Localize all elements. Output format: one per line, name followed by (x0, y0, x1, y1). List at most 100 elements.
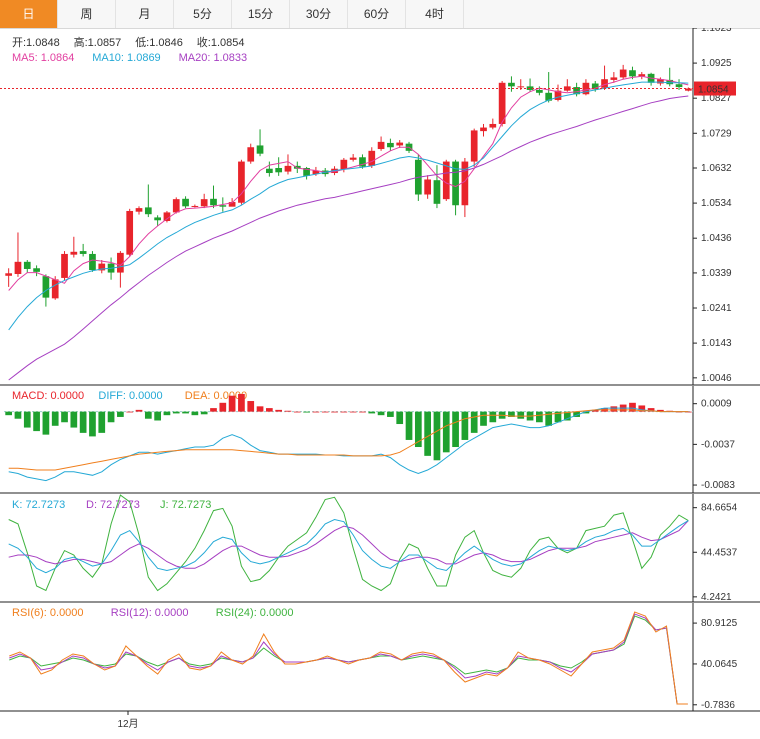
current-price-badge (694, 81, 736, 96)
macd-bar-69 (647, 408, 655, 412)
price-ma-legend-0: MA5: 1.0864 (12, 52, 74, 64)
rsi-legend-0: RSI(6): 0.0000 (12, 607, 84, 619)
candle-body-60 (563, 86, 571, 91)
candle-body-23 (219, 205, 227, 207)
macd-bar-49 (461, 411, 469, 440)
macd-bar-68 (638, 405, 646, 412)
candle-body-14 (135, 208, 143, 212)
price-tick-label-4: 1.0632 (701, 163, 732, 174)
kline-chart[interactable]: 开:1.0848 高:1.0857 低:1.0846 收:1.0854 MA5: 1.0… (0, 28, 760, 739)
kdj-legend-1: D: 72.7273 (86, 499, 140, 511)
candle-body-58 (545, 92, 553, 101)
macd-bar-19 (182, 411, 189, 414)
macd-bar-8 (79, 411, 87, 433)
macd-bar-31 (293, 411, 301, 413)
macd-bar-57 (536, 411, 543, 423)
tab-30min[interactable]: 30分 (290, 0, 348, 28)
tab-week[interactable]: 周 (58, 0, 116, 28)
candle-body-12 (117, 252, 124, 273)
candle-body-41 (387, 142, 394, 148)
price-tick-label-1: 1.0925 (701, 58, 732, 69)
kdj-legend-0: K: 72.7273 (12, 499, 65, 511)
price-ohlc-legend-3: 收:1.0854 (197, 35, 245, 49)
macd-bar-67 (629, 402, 636, 412)
tab-60min[interactable]: 60分 (348, 0, 406, 28)
kdj-k-line (8, 518, 689, 574)
candle-body-47 (442, 161, 450, 200)
price-tick-label-2: 1.0827 (701, 93, 732, 104)
macd-bar-50 (470, 411, 478, 433)
macd-bar-40 (377, 411, 385, 416)
price-tick-label-9: 1.0143 (701, 338, 732, 349)
candle-body-1 (14, 261, 22, 274)
macd-bar-3 (33, 411, 40, 432)
kdj-legend-2: J: 72.7273 (160, 499, 211, 511)
tab-5min[interactable]: 5分 (174, 0, 232, 28)
macd-bar-61 (573, 411, 580, 417)
macd-bar-14 (135, 409, 143, 412)
macd-tick-label-0: 0.0009 (701, 399, 732, 410)
candle-body-61 (573, 87, 580, 95)
macd-bar-11 (107, 411, 115, 423)
candle-body-32 (303, 168, 310, 176)
candle-body-70 (657, 79, 664, 84)
x-label-dec: 12月 (117, 718, 138, 730)
candle-body-21 (200, 199, 208, 207)
tab-month[interactable]: 月 (116, 0, 174, 28)
rsi12-line (9, 613, 688, 705)
candle-body-6 (61, 253, 68, 278)
macd-bar-38 (359, 411, 366, 413)
candle-body-53 (498, 82, 506, 124)
candle-body-72 (675, 84, 683, 88)
candle-body-17 (163, 212, 171, 222)
candle-body-65 (610, 77, 618, 80)
candle-body-67 (629, 70, 636, 77)
macd-bar-7 (70, 411, 78, 428)
macd-bar-35 (331, 411, 338, 413)
macd-bar-9 (89, 411, 96, 437)
price-tick-label-10: 1.0046 (701, 373, 732, 384)
macd-bar-65 (610, 406, 618, 412)
macd-bar-58 (545, 411, 553, 426)
macd-bar-15 (144, 411, 152, 419)
candle-body-7 (70, 251, 78, 255)
candle-body-24 (228, 202, 236, 207)
macd-bar-51 (480, 411, 487, 426)
ma10-line (8, 81, 689, 331)
candle-body-45 (424, 179, 431, 195)
candle-body-46 (433, 180, 441, 204)
macd-bar-20 (191, 411, 199, 416)
rsi-legend-1: RSI(12): 0.0000 (111, 607, 189, 619)
candle-body-26 (247, 147, 255, 162)
price-ma-legend-2: MA20: 1.0833 (179, 52, 248, 64)
macd-bar-30 (284, 410, 292, 412)
tab-4hour[interactable]: 4时 (406, 0, 464, 28)
candle-body-13 (126, 210, 134, 255)
kdj-tick-label-0: 84.6654 (701, 503, 738, 514)
candle-body-68 (638, 74, 646, 77)
candle-body-10 (98, 263, 106, 271)
ma20-line (8, 95, 689, 381)
candle-body-59 (554, 90, 562, 100)
macd-bar-52 (489, 411, 497, 423)
candle-body-0 (5, 273, 13, 276)
candle-body-63 (591, 83, 599, 90)
candle-body-33 (312, 170, 320, 175)
candle-body-27 (256, 145, 264, 154)
macd-bar-55 (517, 411, 525, 419)
candle-body-37 (349, 157, 357, 160)
tab-day[interactable]: 日 (0, 0, 58, 28)
candle-body-54 (508, 82, 515, 87)
kdj-tick-label-1: 44.4537 (701, 547, 738, 558)
candle-body-38 (359, 157, 366, 167)
macd-bar-0 (5, 411, 13, 416)
candle-body-48 (452, 161, 459, 206)
macd-bar-41 (387, 411, 394, 417)
candle-body-4 (42, 276, 50, 298)
candle-body-2 (23, 261, 31, 269)
macd-bar-54 (508, 411, 515, 417)
price-ohlc-legend-0: 开:1.0848 (12, 37, 60, 49)
macd-bar-39 (368, 411, 376, 414)
tab-15min[interactable]: 15分 (232, 0, 290, 28)
candle-body-73 (684, 88, 692, 91)
